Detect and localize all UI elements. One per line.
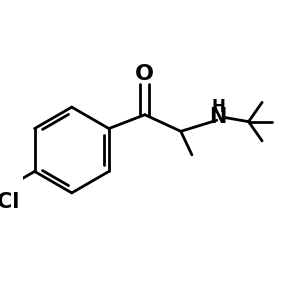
Text: N: N: [209, 107, 227, 128]
Text: O: O: [135, 64, 154, 84]
Text: Cl: Cl: [0, 192, 19, 212]
Text: H: H: [211, 98, 225, 116]
